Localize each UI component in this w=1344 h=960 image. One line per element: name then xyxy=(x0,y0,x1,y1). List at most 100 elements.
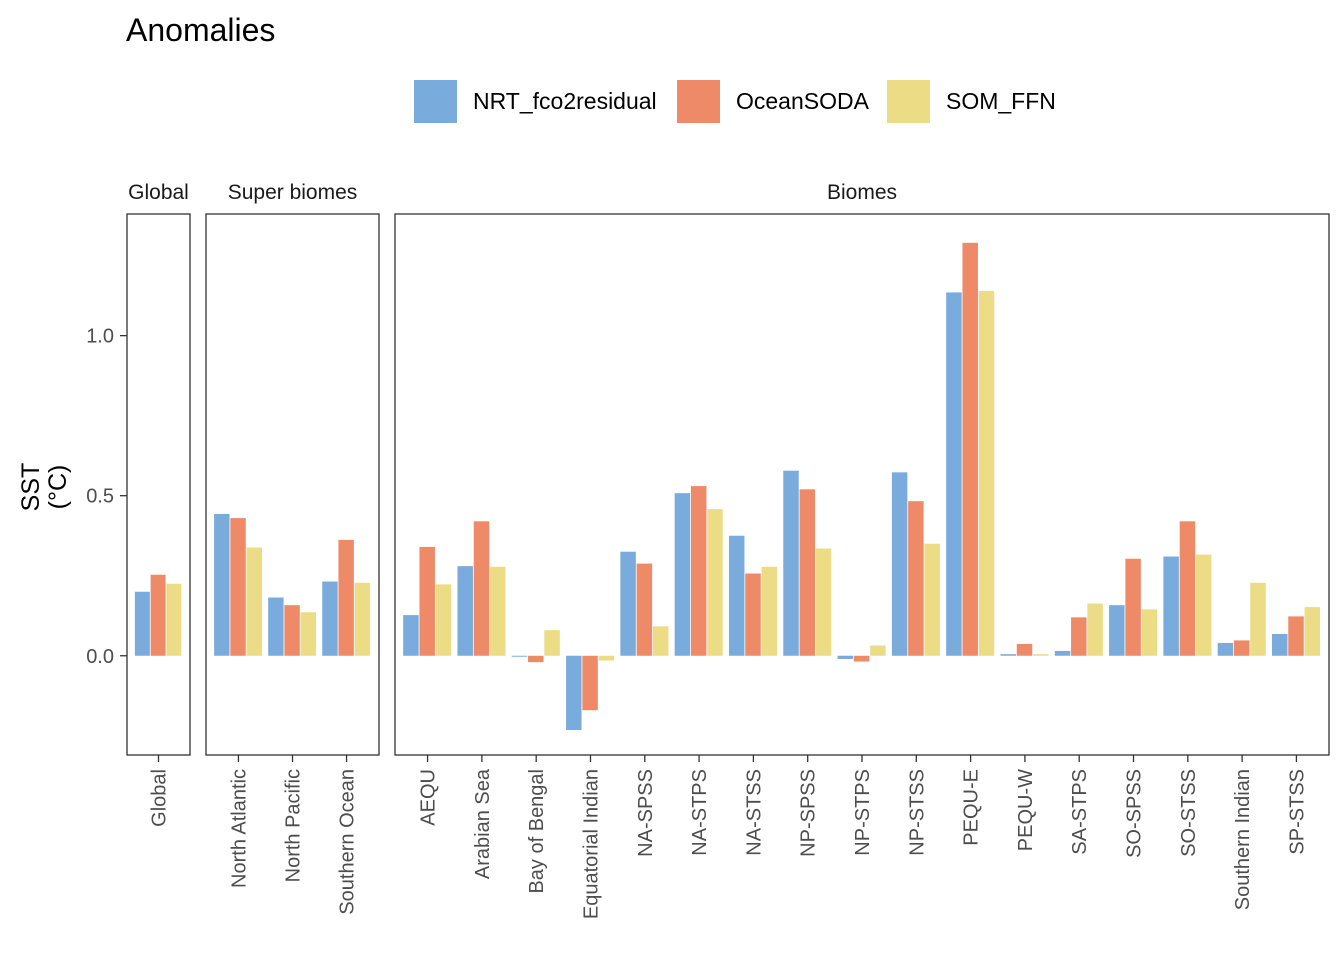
bar-so-stss-oceansoda xyxy=(1179,521,1196,656)
bar-pequ-e-nrt-fco2residual xyxy=(946,292,962,656)
x-tick-label-pequ-w: PEQU-W xyxy=(1015,769,1037,851)
bar-arabian-sea-som-ffn xyxy=(490,566,506,656)
bar-sa-stps-som-ffn xyxy=(1087,603,1103,656)
bar-north-pacific-som-ffn xyxy=(300,612,317,656)
bar-southern-ocean-nrt-fco2residual xyxy=(322,581,338,656)
y-tick-label-1-0: 1.0 xyxy=(86,326,114,348)
bar-sp-stss-som-ffn xyxy=(1304,607,1321,656)
x-tick-label-aequ: AEQU xyxy=(418,769,440,826)
panel-border-super-biomes xyxy=(205,213,380,756)
x-tick-label-na-stss: NA-STSS xyxy=(743,769,765,856)
x-tick-label-southern-ocean: Southern Ocean xyxy=(337,769,359,915)
bar-so-stss-som-ffn xyxy=(1195,554,1212,656)
bar-np-spss-nrt-fco2residual xyxy=(783,470,799,656)
bar-np-stss-oceansoda xyxy=(908,501,924,656)
panel-strip-super-biomes: Super biomes xyxy=(228,181,358,204)
bar-pequ-w-oceansoda xyxy=(1016,643,1033,656)
x-tick-label-sp-stss: SP-STSS xyxy=(1286,769,1308,855)
bar-na-spss-som-ffn xyxy=(652,626,669,656)
y-axis-title-line2: (°C) xyxy=(44,465,72,510)
bar-np-spss-oceansoda xyxy=(799,489,816,656)
bar-na-stps-som-ffn xyxy=(707,509,723,656)
bar-np-stps-nrt-fco2residual xyxy=(837,655,854,659)
bar-aequ-oceansoda xyxy=(419,546,435,656)
y-axis-title: SST (°C) xyxy=(17,463,72,512)
panel-biomes: Biomes AEQU Arabian Sea Bay of Bengal Equato… xyxy=(394,181,1330,919)
x-tick-label-so-spss: SO-SPSS xyxy=(1124,769,1146,858)
x-tick-label-sa-stps: SA-STPS xyxy=(1069,769,1091,855)
bar-na-stss-oceansoda xyxy=(745,573,761,656)
panel-super-biomes: Super biomes North Atlantic North Pacific S… xyxy=(205,181,380,915)
bar-so-spss-som-ffn xyxy=(1141,609,1158,656)
bar-np-stss-som-ffn xyxy=(924,543,940,656)
panels: Global Global Super biomes North Atlantic No… xyxy=(126,181,1330,919)
x-tick-label-np-stss: NP-STSS xyxy=(906,769,928,856)
bar-so-stss-nrt-fco2residual xyxy=(1163,556,1179,656)
x-tick-label-arabian-sea: Arabian Sea xyxy=(472,768,494,879)
x-tick-label-equatorial-indian: Equatorial Indian xyxy=(580,769,602,919)
chart-title: Anomalies xyxy=(126,12,275,48)
bar-aequ-nrt-fco2residual xyxy=(403,615,419,656)
bar-bay-of-bengal-oceansoda xyxy=(528,655,544,663)
x-tick-label-na-stps: NA-STPS xyxy=(689,769,711,856)
bar-na-stss-som-ffn xyxy=(761,566,778,656)
y-tick-label-0-0: 0.0 xyxy=(86,646,114,668)
bar-na-spss-oceansoda xyxy=(636,563,653,656)
bar-north-pacific-oceansoda xyxy=(284,605,300,656)
bar-sp-stss-nrt-fco2residual xyxy=(1271,634,1288,656)
panel-strip-global: Global xyxy=(128,181,189,204)
bar-sp-stss-oceansoda xyxy=(1288,616,1304,656)
bar-pequ-e-som-ffn xyxy=(978,290,995,656)
x-tick-label-north-atlantic: North Atlantic xyxy=(228,769,250,888)
bar-so-spss-oceansoda xyxy=(1125,558,1141,656)
bar-na-stss-nrt-fco2residual xyxy=(728,535,745,656)
y-tick-label-0-5: 0.5 xyxy=(86,486,114,508)
panel-border-global xyxy=(126,213,191,756)
bar-north-atlantic-oceansoda xyxy=(230,518,246,656)
bar-arabian-sea-oceansoda xyxy=(473,521,490,656)
bar-pequ-w-nrt-fco2residual xyxy=(1000,654,1016,656)
bar-north-atlantic-nrt-fco2residual xyxy=(214,513,230,656)
x-tick-label-na-spss: NA-SPSS xyxy=(635,769,657,857)
x-tick-label-global: Global xyxy=(149,769,171,827)
bar-southern-ocean-som-ffn xyxy=(354,582,371,656)
legend-label-nrt-fco2residual: NRT_fco2residual xyxy=(473,88,657,114)
bar-pequ-w-som-ffn xyxy=(1033,654,1049,656)
bar-so-spss-nrt-fco2residual xyxy=(1109,605,1125,656)
bar-np-stss-nrt-fco2residual xyxy=(891,472,908,656)
bar-np-stps-som-ffn xyxy=(870,645,886,656)
legend-label-oceansoda: OceanSODA xyxy=(736,88,870,114)
bar-na-stps-nrt-fco2residual xyxy=(674,493,691,656)
legend-label-som-ffn: SOM_FFN xyxy=(946,88,1056,114)
y-axis-title-line1: SST xyxy=(17,463,45,512)
bar-bay-of-bengal-som-ffn xyxy=(544,630,560,656)
bar-north-pacific-nrt-fco2residual xyxy=(268,597,284,656)
bar-global-nrt-fco2residual xyxy=(134,591,150,656)
x-tick-label-southern-indian: Southern Indian xyxy=(1232,769,1254,910)
bar-global-oceansoda xyxy=(150,574,166,656)
bar-southern-indian-som-ffn xyxy=(1250,582,1266,656)
bar-southern-indian-nrt-fco2residual xyxy=(1217,642,1234,656)
bar-global-som-ffn xyxy=(166,583,182,656)
bar-bay-of-bengal-nrt-fco2residual xyxy=(511,655,528,657)
bar-na-stps-oceansoda xyxy=(690,486,707,656)
bar-north-atlantic-som-ffn xyxy=(246,547,262,656)
legend-key-nrt-fco2residual xyxy=(414,80,457,123)
bar-equatorial-indian-nrt-fco2residual xyxy=(566,655,582,731)
panel-border-biomes xyxy=(394,213,1330,756)
y-axis: 0.0 0.5 1.0 xyxy=(86,326,127,668)
x-tick-label-np-stps: NP-STPS xyxy=(852,769,874,856)
bar-equatorial-indian-oceansoda xyxy=(582,655,598,711)
bar-np-spss-som-ffn xyxy=(815,548,832,656)
bar-na-spss-nrt-fco2residual xyxy=(620,551,636,656)
bar-aequ-som-ffn xyxy=(435,584,452,656)
bar-southern-ocean-oceansoda xyxy=(338,539,354,656)
x-tick-label-so-stss: SO-STSS xyxy=(1178,769,1200,857)
bar-arabian-sea-nrt-fco2residual xyxy=(457,566,473,656)
panel-strip-biomes: Biomes xyxy=(827,181,897,204)
x-tick-label-bay-of-bengal: Bay of Bengal xyxy=(526,769,548,894)
bar-sa-stps-oceansoda xyxy=(1071,617,1087,656)
legend-key-oceansoda xyxy=(677,80,720,123)
bar-sa-stps-nrt-fco2residual xyxy=(1054,650,1071,656)
legend: NRT_fco2residual OceanSODA SOM_FFN xyxy=(414,80,1056,123)
